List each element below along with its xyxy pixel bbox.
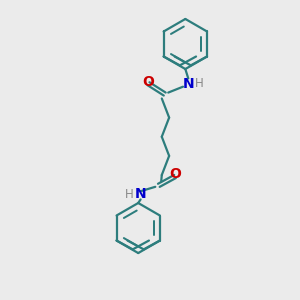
Text: H: H <box>125 188 134 201</box>
Text: O: O <box>169 167 181 182</box>
Text: O: O <box>142 75 154 89</box>
Text: N: N <box>135 187 146 201</box>
Text: N: N <box>182 77 194 91</box>
Text: H: H <box>195 77 204 90</box>
